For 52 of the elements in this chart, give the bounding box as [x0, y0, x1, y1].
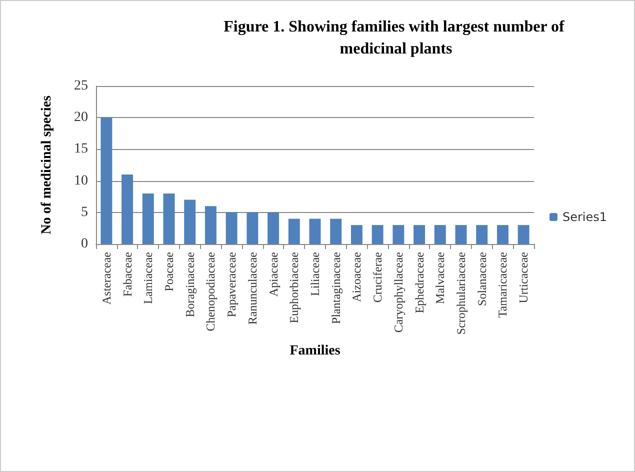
- x-tick-label: Asteraceae: [99, 252, 114, 305]
- x-tick-label: Ranunculaceae: [245, 252, 260, 325]
- y-tick-label: 20: [74, 110, 88, 126]
- bar: [309, 218, 321, 244]
- bar: [330, 218, 342, 244]
- y-tick-label: 10: [74, 173, 88, 188]
- bar: [350, 225, 362, 244]
- x-tick-label: Ephedraceae: [412, 252, 426, 314]
- x-tick-label: Solanaceae: [474, 252, 489, 306]
- bar: [476, 225, 488, 244]
- y-tick-label: 25: [74, 78, 88, 94]
- y-axis-title: No of medicinal species: [40, 95, 54, 234]
- bar: [414, 225, 426, 244]
- x-tick-label: Chenopodiaceae: [204, 252, 218, 332]
- bar: [268, 212, 280, 244]
- bar: [142, 193, 154, 244]
- bar: [163, 193, 175, 244]
- x-axis-title: Families: [290, 344, 341, 358]
- legend-label: Series1: [562, 210, 608, 224]
- x-tick-label: Papaveraceae: [224, 252, 239, 318]
- bar: [122, 174, 134, 244]
- x-tick-label: Poaceae: [162, 252, 176, 292]
- x-tick-label: Fabaceae: [120, 252, 134, 297]
- x-tick-label: Liliaceae: [308, 252, 322, 296]
- bar: [204, 206, 216, 244]
- bar: [372, 225, 384, 244]
- x-tick-label: Cruciferae: [370, 252, 385, 303]
- bar: [455, 225, 467, 244]
- x-tick-label: Scrophulariaceae: [454, 252, 468, 335]
- x-tick-label: Malvaceae: [433, 252, 448, 304]
- x-tick-label: Apiaceae: [266, 252, 280, 297]
- x-tick-label: Boraginaceae: [182, 252, 197, 318]
- x-tick-label: Aizoaceae: [350, 252, 364, 302]
- x-tick-label: Caryophyllaceae: [391, 252, 406, 333]
- bar: [518, 225, 530, 244]
- x-tick-label: Plantaginaceae: [328, 252, 343, 324]
- y-tick-label: 5: [81, 204, 88, 220]
- x-tick-label: Tamaricaceae: [496, 252, 510, 318]
- chart-title: Figure 1. Showing families with largest number of medicinal plants: [224, 18, 568, 58]
- bar: [246, 212, 258, 244]
- bar: [100, 118, 112, 244]
- bar: [226, 212, 238, 244]
- x-tick-label: Lamiaceae: [141, 252, 156, 304]
- bar: [288, 218, 300, 244]
- bar: [184, 200, 196, 244]
- bar: [392, 225, 404, 244]
- x-tick-label: Urticaceae: [516, 252, 531, 304]
- x-tick-label: Euphorbiaceae: [287, 252, 302, 324]
- y-tick-label: 15: [74, 142, 88, 157]
- bar: [496, 225, 508, 244]
- y-tick-label: 0: [81, 236, 88, 252]
- bar: [434, 225, 446, 244]
